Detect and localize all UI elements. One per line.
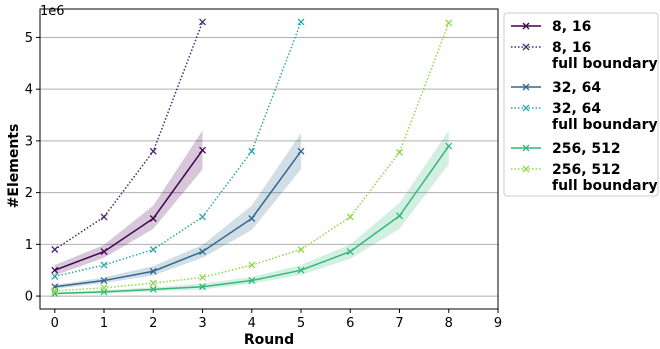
y-offset-label: 1e6 [40,4,65,19]
x-tick-label: 4 [248,316,256,331]
series-line [54,150,302,288]
data-point [346,213,354,221]
legend-label: 256, 512 [552,162,621,178]
data-point [149,215,157,222]
legend-label: full boundary [552,178,658,194]
legend-label: 32, 64 [552,101,601,117]
legend-label: full boundary [552,56,658,72]
y-tick-label: 2 [25,186,33,201]
data-point [100,277,108,285]
x-tick-label: 1 [100,316,108,331]
data-point [149,285,157,293]
data-point [297,18,305,26]
plot-area [40,9,498,309]
x-tick-label: 7 [395,316,403,331]
y-tick-label: 0 [25,290,33,305]
data-point [51,246,59,253]
x-tick-label: 6 [346,316,354,331]
confidence-band [54,133,302,289]
legend-marker [522,22,530,30]
series-markers [51,18,453,297]
data-point [51,287,59,295]
legend-label: 256, 512 [552,141,621,157]
data-point [51,266,59,274]
y-tick-label: 4 [25,83,33,98]
data-point [149,279,157,287]
data-point [199,283,206,291]
y-tick-label: 3 [25,134,33,149]
data-point [149,147,157,155]
data-point [396,212,403,220]
data-point [199,248,206,256]
legend-frame [503,12,659,197]
data-point [149,246,157,253]
data-point [396,148,403,156]
legend-marker [522,83,530,91]
legend-label: 8, 16 [552,40,591,56]
legend-label: 32, 64 [552,80,601,96]
series-line [54,21,302,278]
y-tick-label: 5 [25,31,33,46]
series-line [54,149,204,271]
data-point [199,213,206,221]
series-line [54,22,450,292]
legend-marker [522,144,530,152]
legend-label: full boundary [552,117,658,133]
confidence-band [54,130,449,295]
legend-label: 8, 16 [552,19,591,35]
data-point [100,261,108,269]
x-tick-label: 9 [494,316,502,331]
data-point [51,272,59,280]
x-axis-label: Round [244,332,294,348]
data-point [51,290,59,297]
x-tick-label: 2 [149,316,157,331]
data-point [248,261,256,269]
data-point [248,215,256,222]
data-point [248,147,256,155]
data-point [199,146,206,154]
legend-marker [522,165,530,173]
plot-frame [39,8,499,310]
x-axis-ticks: 0 1 2 3 4 5 6 7 8 9 [51,309,502,331]
data-point [445,19,453,27]
confidence-band [54,130,203,276]
y-axis-ticks: 0 1 2 3 4 5 [25,31,40,305]
legend-marker [522,43,530,51]
data-point [297,266,305,274]
x-tick-label: 8 [445,316,453,331]
data-point [297,246,305,253]
series-line [54,21,204,251]
data-point [297,147,305,155]
data-point [149,267,157,275]
data-point [100,213,108,221]
data-point [199,18,206,26]
y-tick-label: 1 [25,238,33,253]
y-axis-label: #Elements [6,124,22,209]
x-tick-label: 3 [198,316,206,331]
x-tick-label: 5 [297,316,305,331]
data-point [199,273,206,281]
confidence-bands [54,130,449,295]
data-point [346,248,354,256]
legend-marker [522,104,530,112]
data-point [100,248,108,256]
data-point [248,277,256,285]
data-point [100,284,108,292]
data-point [445,142,453,150]
grid-lines [40,36,498,297]
x-tick-label: 0 [51,316,59,331]
